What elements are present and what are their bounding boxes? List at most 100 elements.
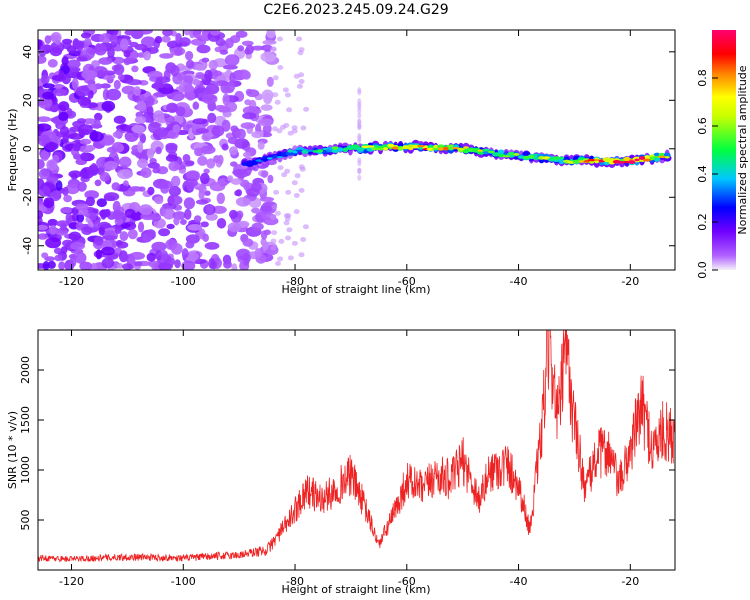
heatmap-noise-cell <box>72 40 85 49</box>
heatmap-noise-cell <box>129 41 139 48</box>
heatmap-noise-cell <box>242 70 251 80</box>
heatmap-noise-cell <box>143 50 152 61</box>
heatmap-noise-cell <box>75 221 84 231</box>
heatmap-noise-cell <box>257 141 265 150</box>
heatmap-noise-cell <box>113 79 121 90</box>
figure-title: C2E6.2023.245.09.24.G29 <box>263 2 448 18</box>
heatmap-noise-cell <box>113 115 126 125</box>
heatmap-noise-cell <box>38 210 44 220</box>
heatmap-noise-cell <box>75 85 90 97</box>
heatmap-noise-cell <box>89 212 97 221</box>
heatmap-noise-cell <box>38 233 49 240</box>
heatmap-noise-cell <box>272 75 279 81</box>
heatmap-noise-cell <box>62 132 69 144</box>
heatmap-noise-cell <box>112 131 123 139</box>
heatmap-signal-cell <box>663 152 671 158</box>
heatmap-noise-cell <box>357 104 362 110</box>
heatmap-noise-cell <box>186 91 196 101</box>
heatmap-noise-cell <box>195 63 205 71</box>
heatmap-noise-cell <box>145 96 154 108</box>
snr-frame <box>37 329 676 571</box>
heatmap-noise-cell <box>217 154 224 165</box>
heatmap-noise-cell <box>254 248 262 259</box>
heatmap-signal-cell <box>634 158 640 162</box>
heatmap-noise-cell <box>204 69 213 82</box>
heatmap-noise-cell <box>43 197 55 208</box>
heatmap-noise-cell <box>271 204 278 210</box>
heatmap-noise-cell <box>262 39 277 45</box>
heatmap-noise-cell <box>242 238 254 247</box>
heatmap-noise-cell <box>291 125 298 131</box>
heatmap-noise-cell <box>200 145 216 155</box>
heatmap-noise-cell <box>159 53 174 59</box>
heatmap-noise-cell <box>209 181 226 192</box>
heatmap-noise-cell <box>118 250 128 263</box>
heatmap-noise-cell <box>240 122 256 129</box>
heatmap-noise-cell <box>219 49 229 55</box>
heatmap-signal-cell <box>322 147 329 150</box>
heatmap-signal-cell <box>482 148 490 152</box>
heatmap-noise-cell <box>119 231 129 242</box>
heatmap-noise-cell <box>192 101 200 110</box>
heatmap-y-tick-label: 0 <box>21 145 34 152</box>
heatmap-noise-cell <box>270 245 277 251</box>
heatmap-noise-cell <box>84 190 99 200</box>
heatmap-noise-cell <box>229 209 238 219</box>
heatmap-noise-cell <box>217 106 231 113</box>
heatmap-noise-cell <box>76 56 88 62</box>
heatmap-noise-cell <box>230 178 242 185</box>
heatmap-signal-cell <box>306 149 314 152</box>
heatmap-panel: -120 -100 -80 -60 -40 -20 -40 -20 0 20 40 Height … <box>6 29 676 296</box>
heatmap-noise-cell <box>137 158 148 169</box>
heatmap-noise-cell <box>120 38 129 51</box>
heatmap-noise-cell <box>155 250 163 261</box>
heatmap-noise-cell <box>202 233 209 242</box>
heatmap-signal-cell <box>437 147 445 151</box>
heatmap-noise-cell <box>66 59 81 69</box>
heatmap-noise-cell <box>158 262 173 270</box>
heatmap-noise-cell <box>94 43 107 56</box>
heatmap-noise-cell <box>89 131 104 142</box>
heatmap-noise-cell <box>40 44 53 50</box>
snr-x-tick-label: -120 <box>59 575 84 588</box>
heatmap-noise-cell <box>357 135 362 142</box>
heatmap-noise-cell <box>123 58 131 66</box>
colorbar-tick-label: 0.8 <box>696 69 709 87</box>
heatmap-noise-cell <box>101 257 115 269</box>
heatmap-noise-cell <box>119 156 132 168</box>
heatmap-signal-cell <box>623 156 631 162</box>
heatmap-noise-cell <box>166 223 175 230</box>
heatmap-noise-cell <box>204 190 211 196</box>
heatmap-noise-cell <box>192 78 201 86</box>
heatmap-noise-cell <box>303 106 310 112</box>
heatmap-noise-cell <box>172 124 181 133</box>
heatmap-signal-cell <box>260 158 269 161</box>
heatmap-x-ticks: -120 -100 -80 -60 -40 -20 <box>59 30 639 288</box>
heatmap-noise-cell <box>60 206 73 214</box>
heatmap-noise-cell <box>106 146 118 153</box>
heatmap-noise-cell <box>154 36 163 44</box>
heatmap-signal-cell <box>497 149 505 155</box>
heatmap-signal-cell <box>346 146 354 149</box>
snr-line <box>38 330 675 563</box>
heatmap-signal-cell <box>432 147 440 151</box>
heatmap-noise-cell <box>260 104 273 111</box>
heatmap-noise-cell <box>160 250 169 261</box>
heatmap-noise-cell <box>131 124 146 134</box>
heatmap-noise-cell <box>76 212 85 223</box>
heatmap-y-tick-label: -40 <box>21 237 34 255</box>
heatmap-noise-cell <box>47 59 58 68</box>
heatmap-noise-cell <box>167 195 183 206</box>
snr-y-tick-label: 1000 <box>19 456 32 484</box>
heatmap-noise-cell <box>286 107 293 113</box>
heatmap-noise-cell <box>222 93 230 106</box>
heatmap-noise-cell <box>283 220 290 226</box>
heatmap-signal-cell <box>502 155 511 158</box>
heatmap-noise-cell <box>229 146 238 156</box>
heatmap-signal-cell <box>401 146 410 150</box>
heatmap-noise-cell <box>96 198 108 208</box>
heatmap-noise-cell <box>54 39 61 45</box>
heatmap-noise-cell <box>138 186 146 192</box>
heatmap-noise-cell <box>116 263 124 269</box>
heatmap-noise-cell <box>198 189 205 200</box>
